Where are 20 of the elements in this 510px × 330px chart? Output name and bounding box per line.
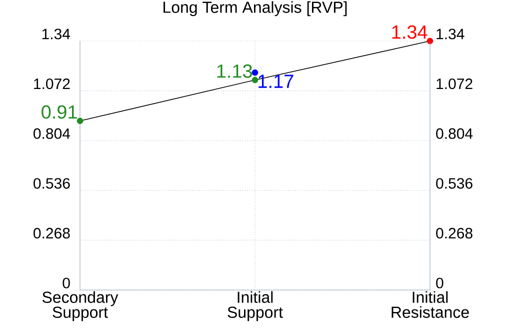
y2-tick-label: 0.268 xyxy=(436,228,472,239)
chart-title: Long Term Analysis [RVP] xyxy=(164,1,347,16)
y2-tick-label: 1.34 xyxy=(436,28,464,40)
y2-tick-label: 0.536 xyxy=(436,178,472,189)
data-label: 1.17 xyxy=(258,74,294,88)
y2-tick-label: 1.072 xyxy=(436,78,472,90)
data-label: 1.34 xyxy=(392,25,428,39)
data-label: 1.13 xyxy=(217,64,252,78)
data-label: 0.91 xyxy=(42,105,77,119)
y-tick-label: 1.072 xyxy=(34,78,70,90)
x-tick-label: Secondary Support xyxy=(42,291,118,322)
y-tick-label: 0.804 xyxy=(34,128,70,139)
y-tick-label: 0 xyxy=(62,278,70,288)
y2-tick-label: 0.804 xyxy=(436,128,473,139)
x-tick-label: Initial Support xyxy=(228,291,283,322)
y-tick-label: 0.268 xyxy=(34,228,70,239)
y-tick-label: 1.34 xyxy=(42,28,70,40)
x-tick-label: Initial Resistance xyxy=(392,291,469,318)
y-tick-label: 0.536 xyxy=(34,178,70,189)
y2-tick-label: 0 xyxy=(436,278,444,288)
